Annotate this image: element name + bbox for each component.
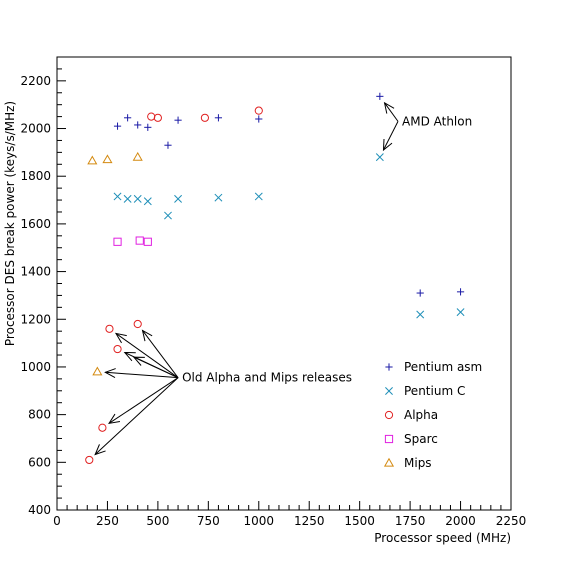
legend-item: Alpha <box>384 408 438 422</box>
legend-item: Pentium C <box>385 384 465 398</box>
data-point <box>164 211 172 220</box>
annotation-arrow <box>114 332 179 379</box>
data-point <box>254 192 263 201</box>
annotation-arrow <box>94 377 179 456</box>
legend-item: Sparc <box>384 432 438 446</box>
x-tick-label: 0 <box>53 514 61 528</box>
y-tick-label: 1600 <box>20 217 51 231</box>
data-point <box>416 310 425 319</box>
legend-label: Mips <box>404 456 432 470</box>
data-point <box>456 288 465 296</box>
x-tick-label: 1000 <box>244 514 275 528</box>
x-tick-label: 250 <box>96 514 119 528</box>
data-point <box>200 113 210 122</box>
annotation-label: Old Alpha and Mips releases <box>182 371 352 385</box>
x-tick-label: 1500 <box>344 514 375 528</box>
y-tick-label: 400 <box>28 503 51 517</box>
data-point <box>98 423 107 432</box>
y-tick-label: 600 <box>28 455 51 469</box>
legend: Pentium asm Pentium C Alpha Sparc Mips <box>383 360 482 470</box>
y-tick-label: 2200 <box>20 74 51 88</box>
legend-marker <box>384 410 394 420</box>
x-tick-label: 1250 <box>294 514 325 528</box>
y-tick-label: 1800 <box>20 169 51 183</box>
data-point <box>113 344 122 354</box>
data-point <box>416 289 424 297</box>
annotation-arrow <box>108 377 179 425</box>
x-tick-label: 750 <box>197 514 220 528</box>
annotations: AMD Athlon Old Alpha and Mips releases <box>94 101 472 456</box>
data-point <box>164 141 172 149</box>
data-point <box>214 193 223 202</box>
x-tick-label: 2250 <box>496 514 527 528</box>
annotation-arrow <box>104 368 179 379</box>
x-tick-label: 2000 <box>445 514 476 528</box>
y-tick-label: 800 <box>28 408 51 422</box>
data-point <box>113 122 122 130</box>
data-point <box>174 194 183 203</box>
annotation-label: AMD Athlon <box>402 114 472 128</box>
annotation-arrow <box>383 101 399 122</box>
y-axis-label: Processor DES break power (keys/s/MHz) <box>3 101 17 346</box>
data-point <box>133 194 142 203</box>
data-point <box>113 237 122 246</box>
y-tick-label: 1000 <box>20 360 51 374</box>
legend-item: Pentium asm <box>385 360 482 374</box>
annotation-arrow <box>382 121 399 152</box>
data-points <box>85 92 465 465</box>
legend-marker <box>384 434 394 444</box>
data-point <box>123 194 132 203</box>
data-point <box>174 116 182 124</box>
data-point <box>92 366 103 376</box>
data-point <box>143 197 152 206</box>
data-point <box>133 319 142 329</box>
x-tick-label: 1750 <box>395 514 426 528</box>
data-point <box>134 121 142 129</box>
annotation-arrow <box>141 329 179 378</box>
data-point <box>456 308 465 317</box>
x-axis: 0 250 500 750 1000 1250 1500 1750 2000 2250 <box>53 501 526 528</box>
x-axis-label: Processor speed (MHz) <box>374 531 511 545</box>
legend-label: Pentium C <box>404 384 465 398</box>
data-point <box>87 155 98 165</box>
data-point <box>255 115 263 123</box>
data-point <box>102 154 113 164</box>
legend-label: Sparc <box>404 432 438 446</box>
y-tick-label: 2000 <box>20 122 51 136</box>
data-point <box>132 151 143 161</box>
y-tick-label: 1400 <box>20 265 51 279</box>
data-point <box>376 92 384 100</box>
data-point <box>375 153 384 162</box>
data-point <box>113 192 122 201</box>
data-point <box>254 106 263 115</box>
legend-marker <box>385 387 393 395</box>
data-point <box>135 236 144 245</box>
y-tick-label: 1200 <box>20 312 51 326</box>
legend-label: Alpha <box>404 408 438 422</box>
data-point <box>147 112 156 121</box>
data-point <box>85 455 94 465</box>
data-point <box>143 237 152 246</box>
data-point <box>105 324 114 333</box>
legend-item: Mips <box>383 456 432 470</box>
x-tick-label: 500 <box>146 514 169 528</box>
data-point <box>144 123 152 131</box>
data-point <box>153 113 162 122</box>
legend-marker <box>385 363 393 371</box>
legend-label: Pentium asm <box>404 360 482 374</box>
data-point <box>124 114 132 122</box>
y-axis: 400 600 800 1000 1200 1400 1600 1800 2000 2200 <box>20 56 66 517</box>
legend-marker <box>383 457 395 467</box>
data-point <box>214 114 223 122</box>
annotation-arrow <box>132 356 179 379</box>
